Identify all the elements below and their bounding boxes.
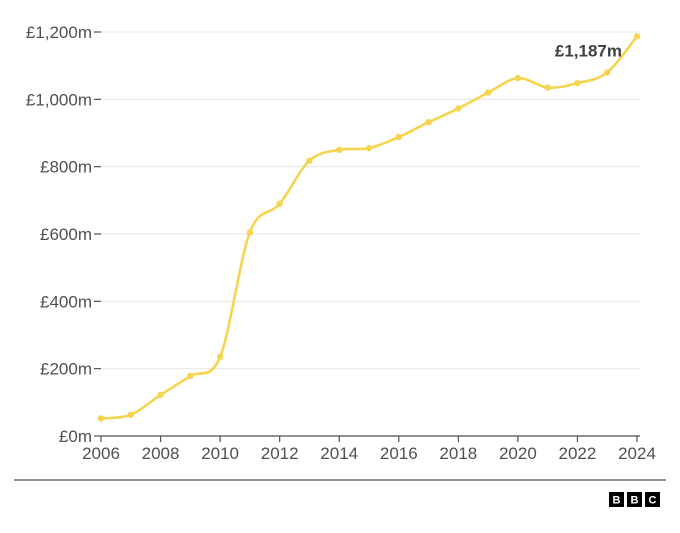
bbc-logo-block — [645, 492, 660, 507]
data-point — [246, 229, 254, 236]
data-point — [97, 415, 105, 422]
y-tick-label: £800m — [40, 158, 92, 177]
y-tick-label: £600m — [40, 225, 92, 244]
y-tick-label: £200m — [40, 360, 92, 379]
x-tick-label: 2006 — [82, 444, 120, 463]
data-point — [187, 372, 194, 380]
data-point — [395, 133, 402, 141]
y-axis: £0m £200m £400m £600m £800m £1,000m £1,200m — [26, 23, 101, 446]
bbc-logo-block — [609, 492, 624, 507]
x-tick-label: 2024 — [618, 444, 656, 463]
data-points — [97, 33, 641, 422]
series-line — [99, 35, 639, 420]
y-tick-label: £1,200m — [26, 23, 92, 42]
x-tick-label: 2018 — [439, 444, 477, 463]
x-tick-label: 2020 — [499, 444, 537, 463]
x-tick-label: 2022 — [559, 444, 597, 463]
x-tick-label: 2008 — [142, 444, 180, 463]
y-tick-label: £0m — [59, 427, 92, 446]
x-tick-label: 2010 — [201, 444, 239, 463]
data-point — [574, 79, 581, 87]
y-tick-label: £400m — [40, 292, 92, 311]
data-point — [127, 411, 134, 418]
series-layer — [99, 35, 639, 420]
data-point — [216, 353, 224, 361]
gridlines — [101, 31, 640, 370]
x-tick-label: 2012 — [261, 444, 299, 463]
data-point — [365, 144, 373, 152]
bbc-logo-letter: C — [649, 495, 657, 507]
bbc-logo-letter: B — [613, 495, 621, 507]
data-point — [336, 146, 343, 154]
data-point — [484, 89, 492, 96]
data-point — [633, 33, 641, 40]
end-value-annotation: £1,187m — [555, 41, 622, 60]
data-point — [514, 74, 522, 82]
data-point — [604, 69, 611, 76]
bbc-logo-block — [627, 492, 642, 507]
x-tick-label: 2014 — [320, 444, 358, 463]
bbc-logo-letter: B — [631, 495, 639, 507]
y-tick-label: £1,000m — [26, 90, 92, 109]
data-point — [425, 119, 432, 126]
data-point — [306, 157, 313, 164]
x-axis: 2006 2008 2010 2012 2014 2016 2018 2020 2022 2024 — [82, 435, 656, 463]
data-point — [544, 84, 551, 91]
data-point — [455, 105, 462, 112]
data-point — [157, 391, 164, 399]
data-point — [276, 200, 283, 207]
x-tick-label: 2016 — [380, 444, 418, 463]
